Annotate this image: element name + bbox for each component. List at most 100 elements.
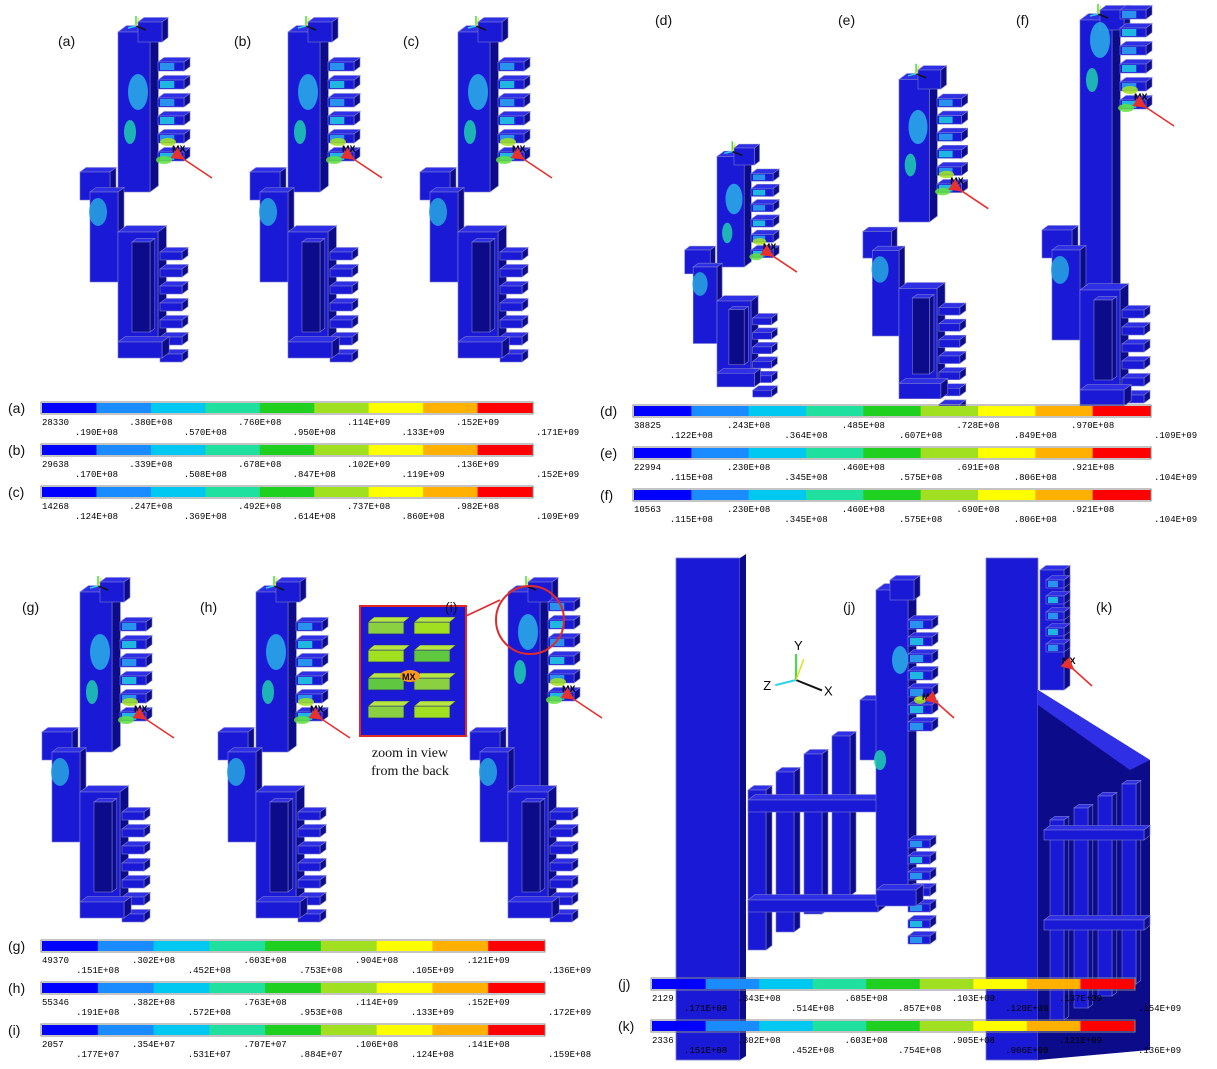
legend-swatch-j-2 <box>759 979 814 989</box>
legend-label-g: (g) <box>8 938 25 954</box>
mx-marker-h: MX <box>310 704 324 714</box>
legend-bottom-a-4: .171E+09 <box>536 428 579 438</box>
legend-swatch-k-6 <box>973 1021 1028 1031</box>
arrow-b <box>340 147 383 179</box>
legend-swatch-k-5 <box>919 1021 974 1031</box>
legend-swatch-f-5 <box>920 490 979 500</box>
legend-top-a-3: .114E+09 <box>347 418 390 428</box>
model-g: MX <box>41 576 175 923</box>
legend-swatch-e-3 <box>806 448 864 458</box>
zoom-connector-line <box>465 599 501 617</box>
legend-bottom-i-0: .177E+07 <box>76 1050 119 1060</box>
legend-top-c-0: 14268 <box>42 502 69 512</box>
legend-bottom-i-2: .884E+07 <box>299 1050 342 1060</box>
legend-swatch-i-8 <box>488 1025 545 1035</box>
legend-swatch-a-8 <box>477 403 533 413</box>
legend-swatch-k-0 <box>652 1021 707 1031</box>
model-c: MX <box>419 16 553 363</box>
arrow-h <box>308 707 351 739</box>
legend-top-k-1: .302E+08 <box>738 1036 781 1046</box>
legend-bottom-d-0: .122E+08 <box>670 431 713 441</box>
legend-swatch-c-6 <box>368 487 424 497</box>
legend-swatch-e-5 <box>920 448 979 458</box>
legend-swatch-g-0 <box>42 941 99 951</box>
legend-swatch-b-7 <box>423 445 479 455</box>
zoom-highlight-circle <box>495 585 565 655</box>
legend-swatch-g-3 <box>209 941 266 951</box>
legend-swatch-b-1 <box>96 445 152 455</box>
legend-top-h-2: .763E+08 <box>244 998 287 1008</box>
legend-swatch-c-8 <box>477 487 533 497</box>
legend-top-b-2: .678E+08 <box>238 460 281 470</box>
legend-swatch-g-6 <box>376 941 433 951</box>
legend-swatch-c-7 <box>423 487 479 497</box>
color-legends-layer: (a) 28330 .380E+08 .760E+08 .114E+09 .152E+09… <box>8 400 1197 1060</box>
legend-bottom-k-4: .136E+09 <box>1138 1046 1181 1056</box>
legend-top-h-0: 55346 <box>42 998 69 1008</box>
legend-swatch-h-2 <box>153 983 210 993</box>
legend-label-d: (d) <box>600 403 617 419</box>
legend-bottom-d-3: .849E+08 <box>1014 431 1057 441</box>
legend-i: (i) 2057 .354E+07 .707E+07 .106E+08 .141E+08.… <box>8 1022 591 1060</box>
legend-top-e-2: .460E+08 <box>842 463 885 473</box>
legend-swatch-i-2 <box>153 1025 210 1035</box>
legend-top-c-3: .737E+08 <box>347 502 390 512</box>
mx-marker-k: MX <box>1062 656 1076 666</box>
legend-swatch-j-8 <box>1080 979 1135 989</box>
legend-swatch-g-1 <box>97 941 155 951</box>
legend-label-a: (a) <box>8 400 25 416</box>
legend-swatch-d-2 <box>748 406 807 416</box>
legend-swatch-a-2 <box>150 403 206 413</box>
panel-label-a: (a) <box>58 33 75 49</box>
legend-bottom-h-1: .572E+08 <box>188 1008 231 1018</box>
legend-swatch-i-6 <box>376 1025 433 1035</box>
mx-marker-a: MX <box>172 144 186 154</box>
legend-top-c-4: .982E+08 <box>456 502 499 512</box>
axis-label-z: Z <box>763 678 771 693</box>
legend-bottom-f-0: .115E+08 <box>670 515 713 525</box>
arrow-a <box>170 147 213 179</box>
legend-top-k-3: .905E+08 <box>952 1036 995 1046</box>
model-h: MX <box>217 576 351 923</box>
legend-swatch-a-7 <box>423 403 479 413</box>
legend-top-k-2: .603E+08 <box>845 1036 888 1046</box>
legend-swatch-e-4 <box>863 448 922 458</box>
mx-marker-i: MX <box>562 684 576 694</box>
legend-bottom-b-0: .170E+08 <box>75 470 118 480</box>
panel-label-e: (e) <box>838 12 855 28</box>
legend-bottom-j-1: .514E+08 <box>791 1004 834 1014</box>
legend-top-j-2: .685E+08 <box>845 994 888 1004</box>
legend-bottom-a-0: .190E+08 <box>75 428 118 438</box>
legend-bottom-g-3: .105E+09 <box>411 966 454 976</box>
legend-bottom-k-1: .452E+08 <box>791 1046 834 1056</box>
legend-label-c: (c) <box>8 484 24 500</box>
legend-swatch-a-1 <box>96 403 152 413</box>
legend-top-i-2: .707E+07 <box>244 1040 287 1050</box>
legend-swatch-e-2 <box>748 448 807 458</box>
legend-swatch-h-4 <box>265 983 322 993</box>
legend-label-j: (j) <box>618 976 630 992</box>
legend-bottom-a-3: .133E+09 <box>402 428 445 438</box>
legend-top-a-4: .152E+09 <box>456 418 499 428</box>
legend-swatch-e-8 <box>1092 448 1151 458</box>
legend-swatch-d-6 <box>978 406 1036 416</box>
legend-a: (a) 28330 .380E+08 .760E+08 .114E+09 .152E+09… <box>8 400 579 438</box>
legend-swatch-a-6 <box>368 403 424 413</box>
legend-top-j-0: 2129 <box>652 994 674 1004</box>
legend-bottom-g-0: .151E+08 <box>76 966 119 976</box>
legend-swatch-i-4 <box>265 1025 322 1035</box>
legend-bottom-f-1: .345E+08 <box>784 515 827 525</box>
legend-swatch-g-5 <box>320 941 378 951</box>
legend-bottom-j-2: .857E+08 <box>898 1004 941 1014</box>
model-k: MX <box>985 557 1151 1061</box>
legend-bottom-g-1: .452E+08 <box>188 966 231 976</box>
legend-swatch-k-2 <box>759 1021 814 1031</box>
legend-bottom-e-3: .806E+08 <box>1014 473 1057 483</box>
legend-swatch-f-7 <box>1035 490 1094 500</box>
legend-bottom-e-4: .104E+09 <box>1154 473 1197 483</box>
legend-swatch-b-8 <box>477 445 533 455</box>
zoom-note-line1: zoom in view <box>372 746 449 761</box>
legend-top-a-0: 28330 <box>42 418 69 428</box>
legend-swatch-h-8 <box>488 983 545 993</box>
legend-top-c-1: .247E+08 <box>129 502 172 512</box>
